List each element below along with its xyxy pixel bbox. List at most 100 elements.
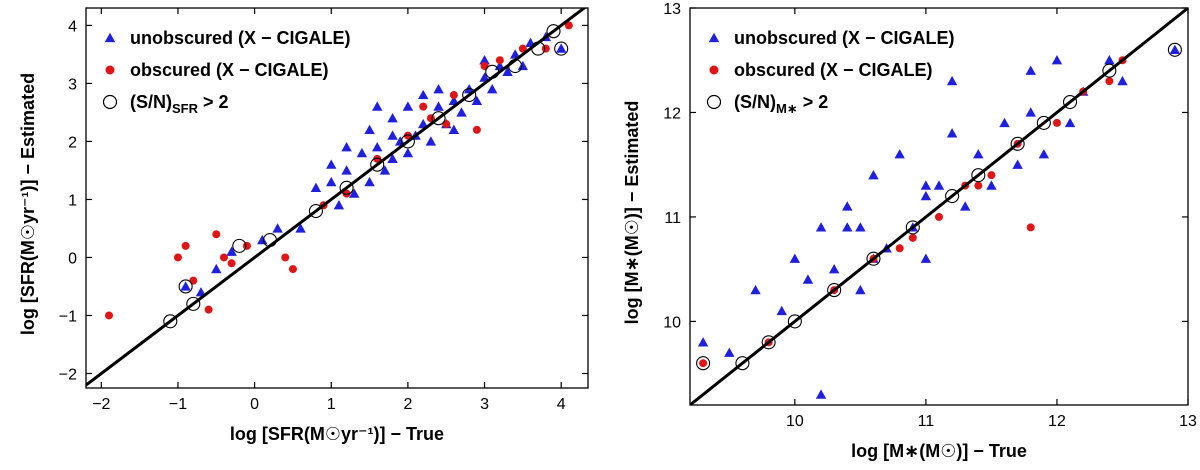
y-tick-label: 0 [68, 250, 77, 267]
data-point-triangle [986, 180, 997, 190]
data-point-triangle [1104, 55, 1115, 65]
plot-frame [85, 7, 589, 389]
data-point-open-circle [735, 356, 750, 371]
data-point-triangle [1038, 149, 1050, 159]
x-tick-label: 11 [918, 413, 935, 430]
legend-marker-open-circle [706, 94, 722, 110]
data-point-open-circle [186, 296, 201, 311]
data-point-triangle [855, 222, 866, 232]
data-point-triangle [387, 130, 398, 140]
data-point-triangle [776, 305, 787, 316]
data-point-triangle [372, 101, 383, 111]
y-tick-label: −2 [59, 366, 77, 383]
data-point-triangle [920, 180, 932, 190]
data-point-dot [189, 276, 198, 285]
legend: unobscured (X − CIGALE) obscured (X − CIG… [102, 28, 351, 116]
data-point-triangle [555, 43, 567, 53]
data-point-open-circle [787, 314, 802, 329]
data-point-triangle [999, 117, 1010, 128]
legend-marker-dot [105, 65, 115, 75]
data-point-open-circle [971, 168, 986, 183]
data-point-open-circle [905, 220, 920, 235]
y-tick-label: 10 [663, 314, 681, 331]
data-point-open-circle [1010, 136, 1025, 151]
data-point-triangle [379, 165, 391, 175]
x-tick-label: 2 [403, 396, 412, 413]
data-point-triangle [946, 128, 958, 138]
x-tick-label: 4 [557, 396, 566, 413]
data-point-open-circle [1102, 63, 1117, 78]
data-point-triangle [180, 281, 191, 291]
series-open-circle [696, 42, 1182, 371]
data-point-triangle [1012, 159, 1023, 169]
data-point-dot [173, 253, 182, 262]
data-point-triangle [387, 113, 398, 123]
data-point-triangle [1064, 117, 1076, 128]
legend-marker-dot [709, 65, 719, 75]
x-tick-label: 3 [480, 396, 489, 413]
data-point-triangle [326, 159, 337, 169]
chart-panel-right: 10 11 12 13 10 11 12 13 log [M∗(M☉)] − True log [… [622, 1, 1197, 461]
data-point-triangle [479, 72, 490, 82]
data-point-open-circle [400, 134, 415, 149]
plot-area [86, 8, 587, 387]
data-point-open-circle [339, 180, 354, 195]
y-axis-label: log [SFR(M☉yr⁻¹)] − Estimated [18, 73, 38, 335]
data-point-triangle [402, 147, 414, 158]
data-point-dot [974, 181, 983, 190]
data-point-triangle [815, 389, 827, 399]
data-point-triangle [486, 84, 498, 94]
data-point-triangle [842, 201, 853, 211]
data-point-triangle [425, 136, 437, 146]
data-point-dot [419, 102, 428, 111]
data-point-triangle [802, 274, 814, 284]
data-point-triangle [973, 149, 984, 159]
data-point-open-circle [178, 279, 193, 294]
data-point-dot [342, 189, 351, 198]
data-point-triangle [433, 84, 444, 94]
data-point-triangle [471, 95, 483, 105]
data-point-triangle [395, 136, 406, 146]
legend-marker-open-circle [102, 94, 118, 110]
series-triangle [180, 31, 567, 297]
plot-area [690, 8, 1188, 405]
data-point-triangle [509, 49, 521, 59]
data-point-dot [518, 44, 527, 53]
data-point-triangle [326, 176, 337, 187]
data-point-dot [104, 311, 113, 320]
data-point-triangle [456, 107, 467, 117]
data-point-triangle [418, 89, 429, 100]
legend-label-subscript: M∗ [776, 101, 798, 116]
data-point-dot [227, 259, 236, 268]
data-point-triangle [697, 337, 709, 347]
data-point-triangle [295, 223, 306, 233]
data-point-triangle [310, 182, 322, 193]
y-tick-label: 3 [68, 76, 77, 93]
data-point-triangle [894, 149, 905, 159]
legend-label: unobscured (X − CIGALE) [130, 28, 351, 48]
data-point-dot [541, 44, 550, 53]
data-point-dot [281, 253, 290, 262]
x-tick-label: 10 [786, 413, 804, 430]
data-point-dot [442, 120, 451, 129]
y-tick-label: 13 [663, 1, 681, 18]
legend-label: unobscured (X − CIGALE) [734, 28, 955, 48]
data-point-triangle [933, 180, 945, 190]
legend-label-subscript: SFR [172, 101, 199, 116]
data-point-triangle [855, 284, 866, 295]
data-point-triangle [226, 246, 237, 256]
y-tick-label: 12 [663, 105, 681, 122]
data-point-triangle [517, 60, 529, 71]
data-point-dot [908, 233, 917, 242]
data-point-triangle [842, 222, 853, 232]
y-tick-label: 11 [664, 210, 681, 227]
y-tick-label: −1 [59, 308, 77, 325]
data-point-dot [1105, 77, 1114, 86]
data-point-triangle [448, 124, 460, 134]
data-point-triangle [257, 234, 268, 245]
legend-label: obscured (X − CIGALE) [130, 60, 329, 80]
data-point-dot [1026, 223, 1035, 232]
data-point-triangle [1117, 75, 1128, 86]
data-point-triangle [333, 200, 345, 210]
data-point-dot [373, 154, 382, 163]
